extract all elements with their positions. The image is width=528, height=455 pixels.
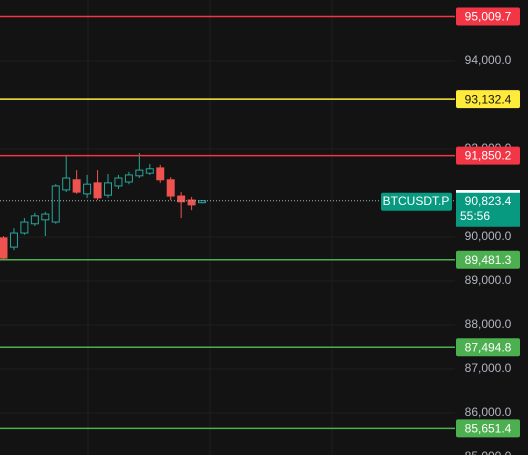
candle-body xyxy=(187,199,196,206)
level-label-box xyxy=(456,90,520,109)
level-label: 95,009.7 xyxy=(465,10,512,24)
candle-body xyxy=(156,167,165,181)
level-label-box xyxy=(456,146,520,165)
candle-body xyxy=(83,183,92,195)
candle-body xyxy=(93,182,102,199)
symbol-box xyxy=(381,192,452,211)
level-label: 85,651.4 xyxy=(465,421,512,435)
countdown: 55:56 xyxy=(460,209,490,223)
candle-body xyxy=(104,182,112,196)
candle-body xyxy=(20,221,29,234)
candle-body xyxy=(124,174,133,183)
candle-body xyxy=(51,185,60,223)
y-tick-label: 88,000.0 xyxy=(465,317,512,331)
level-label: 87,494.8 xyxy=(465,340,512,354)
level-label: 91,850.2 xyxy=(465,149,512,163)
y-tick-label: 90,000.0 xyxy=(465,229,512,243)
candle-body xyxy=(114,177,123,187)
candle-body xyxy=(0,237,8,259)
level-label: 89,481.3 xyxy=(465,253,512,267)
y-tick-label: 89,000.0 xyxy=(465,273,512,287)
candle-body xyxy=(166,179,175,197)
symbol-label: BTCUSDT.P xyxy=(383,194,450,208)
candle-body xyxy=(62,177,71,191)
y-tick-label: 94,000.0 xyxy=(465,53,512,67)
last-price-box xyxy=(456,192,520,227)
candle-body xyxy=(177,195,186,203)
last-price-label: 90,823.4 xyxy=(465,194,512,208)
y-tick-label: 85,000.0 xyxy=(465,449,512,455)
candle-body xyxy=(198,200,207,204)
candle-body xyxy=(41,213,50,221)
candle-body xyxy=(145,168,154,174)
y-tick-label: 86,000.0 xyxy=(465,405,512,419)
level-label-box xyxy=(456,338,520,357)
level-label-box xyxy=(456,250,520,269)
candle-body xyxy=(30,215,39,225)
level-label: 93,132.4 xyxy=(465,92,512,106)
candle-body xyxy=(9,232,18,248)
level-label-box xyxy=(456,419,520,438)
level-label-box xyxy=(456,7,520,26)
candle-body xyxy=(135,169,144,177)
y-tick-label: 87,000.0 xyxy=(465,361,512,375)
candle-body xyxy=(72,179,81,193)
